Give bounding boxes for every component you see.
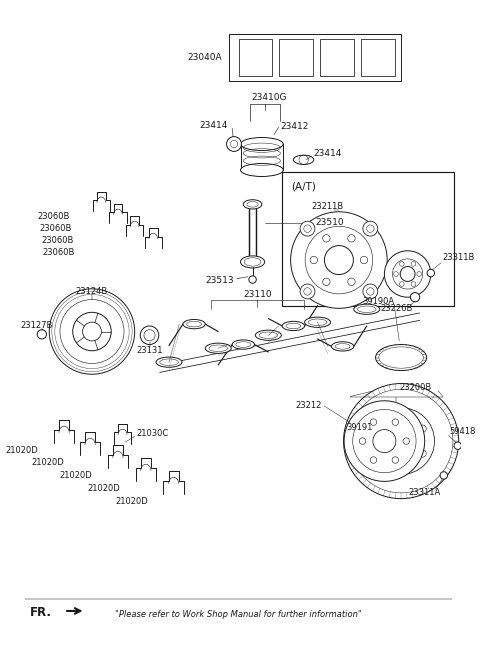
Text: 23510: 23510 xyxy=(316,219,344,227)
Text: 23513: 23513 xyxy=(205,276,234,285)
Circle shape xyxy=(300,221,315,236)
Text: 23060B: 23060B xyxy=(41,236,73,245)
Circle shape xyxy=(364,409,373,418)
Circle shape xyxy=(384,251,431,298)
Text: 23410G: 23410G xyxy=(252,93,287,102)
Ellipse shape xyxy=(205,343,231,353)
Text: 21020D: 21020D xyxy=(59,471,92,480)
Circle shape xyxy=(290,212,387,309)
Ellipse shape xyxy=(183,320,205,329)
Circle shape xyxy=(427,270,434,277)
Ellipse shape xyxy=(240,163,283,176)
Text: 23040A: 23040A xyxy=(187,53,222,62)
Text: 23311B: 23311B xyxy=(443,253,475,262)
Text: 39190A: 39190A xyxy=(362,298,394,307)
Text: 23060B: 23060B xyxy=(39,224,72,233)
Bar xyxy=(279,39,313,76)
Circle shape xyxy=(140,326,159,344)
Circle shape xyxy=(83,322,101,341)
Ellipse shape xyxy=(240,137,283,150)
Bar xyxy=(239,39,272,76)
Text: 23311A: 23311A xyxy=(408,488,441,497)
Text: 23414: 23414 xyxy=(199,121,228,130)
Text: 23414: 23414 xyxy=(313,149,341,158)
Circle shape xyxy=(363,221,378,236)
Text: (A/T): (A/T) xyxy=(291,182,316,191)
Text: 23131: 23131 xyxy=(136,346,163,355)
Text: 23212: 23212 xyxy=(296,401,322,410)
Circle shape xyxy=(344,383,459,499)
Text: 23200B: 23200B xyxy=(399,383,431,392)
Circle shape xyxy=(454,442,461,449)
Ellipse shape xyxy=(354,304,380,314)
Text: "Please refer to Work Shop Manual for further information": "Please refer to Work Shop Manual for fu… xyxy=(115,610,362,619)
Circle shape xyxy=(73,312,111,351)
Circle shape xyxy=(249,276,256,283)
Circle shape xyxy=(400,266,415,281)
Circle shape xyxy=(227,137,241,152)
Text: 21030C: 21030C xyxy=(136,429,169,438)
Text: 23211B: 23211B xyxy=(312,202,344,211)
Ellipse shape xyxy=(375,344,427,370)
Ellipse shape xyxy=(240,256,264,268)
Text: 21020D: 21020D xyxy=(87,484,120,493)
Ellipse shape xyxy=(243,200,262,209)
Text: 23412: 23412 xyxy=(280,122,309,131)
Ellipse shape xyxy=(293,155,314,165)
Circle shape xyxy=(300,284,315,299)
Circle shape xyxy=(410,292,420,302)
Circle shape xyxy=(37,329,47,339)
Text: 21020D: 21020D xyxy=(31,458,64,467)
Ellipse shape xyxy=(332,342,354,351)
Circle shape xyxy=(324,245,353,275)
Bar xyxy=(229,35,401,81)
Ellipse shape xyxy=(232,340,254,349)
Bar xyxy=(282,172,454,307)
Circle shape xyxy=(373,430,396,452)
Text: 21020D: 21020D xyxy=(115,497,148,506)
Circle shape xyxy=(363,284,378,299)
Text: 23060B: 23060B xyxy=(43,248,75,257)
Bar xyxy=(361,39,395,76)
Text: 23060B: 23060B xyxy=(37,212,70,221)
Text: 23124B: 23124B xyxy=(76,287,108,296)
Text: 23110: 23110 xyxy=(243,290,272,299)
Ellipse shape xyxy=(255,330,281,340)
Circle shape xyxy=(440,472,447,479)
Text: FR.: FR. xyxy=(30,606,52,619)
Text: 59418: 59418 xyxy=(449,427,476,436)
Circle shape xyxy=(344,401,425,481)
Text: 21020D: 21020D xyxy=(5,446,38,455)
Circle shape xyxy=(49,289,135,374)
Ellipse shape xyxy=(282,322,304,331)
Bar xyxy=(320,39,354,76)
Circle shape xyxy=(387,426,416,456)
Text: 23127B: 23127B xyxy=(20,320,52,329)
Ellipse shape xyxy=(156,357,182,367)
Text: 23226B: 23226B xyxy=(380,304,413,313)
Text: 39191: 39191 xyxy=(346,422,372,432)
Ellipse shape xyxy=(304,317,331,327)
